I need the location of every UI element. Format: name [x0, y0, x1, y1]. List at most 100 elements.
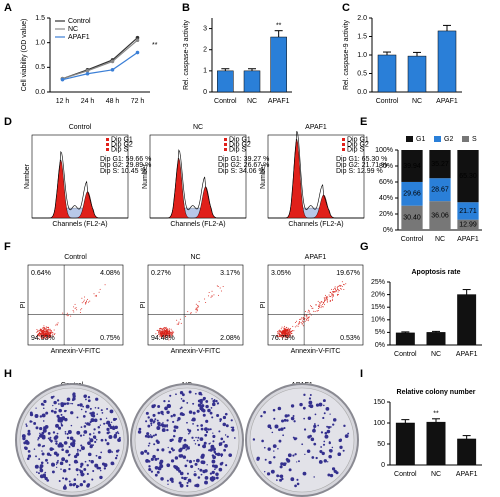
colony-dot: [337, 452, 342, 457]
colony-dot: [43, 399, 47, 404]
panel-title: Control: [64, 254, 87, 261]
cell-dot: [40, 331, 42, 333]
colony-dot: [76, 461, 79, 464]
colony-dot: [211, 416, 214, 419]
colony-dot: [220, 453, 224, 457]
colony-dot: [70, 424, 73, 427]
colony-dot: [55, 463, 58, 465]
legend-label: Dip S: [347, 146, 364, 153]
colony-dot: [198, 391, 202, 396]
colony-dot: [80, 462, 84, 466]
colony-dot: [88, 459, 91, 462]
colony-dot: [49, 447, 54, 451]
legend-label: G1: [416, 136, 425, 143]
cell-dot: [323, 297, 325, 299]
colony-dot: [111, 451, 114, 453]
colony-dot: [148, 465, 151, 468]
cell-dot: [283, 331, 285, 333]
colony-dot: [75, 484, 79, 487]
y-axis-label: PI: [260, 302, 267, 309]
colony-dot: [306, 449, 311, 453]
y-tick-label: 0: [381, 462, 385, 469]
cell-dot: [307, 320, 309, 322]
colony-dot: [106, 420, 111, 425]
colony-dot: [178, 481, 182, 485]
colony-dot: [109, 409, 114, 414]
colony-dot: [76, 448, 79, 451]
cell-dot: [47, 335, 49, 337]
colony-dot: [38, 458, 41, 460]
cell-dot: [38, 331, 40, 333]
colony-dot: [117, 432, 120, 435]
value-label: 39.94: [403, 163, 421, 170]
cell-dot: [328, 294, 330, 296]
colony-dot: [318, 460, 323, 464]
cell-dot: [195, 311, 197, 313]
cell-dot: [166, 330, 168, 332]
cell-dot: [41, 337, 43, 339]
cell-dot: [44, 334, 46, 336]
histogram-outline: [268, 130, 364, 219]
quadrant-label: 94.53%: [31, 335, 55, 342]
colony-dot: [75, 468, 79, 472]
cell-dot: [72, 310, 74, 312]
colony-dot: [159, 459, 164, 464]
cell-dot: [53, 334, 55, 336]
scatter-frame: [27, 264, 124, 346]
colony-dot: [204, 480, 208, 485]
cell-dot: [173, 331, 175, 333]
cell-dot: [290, 331, 292, 333]
colony-dot: [117, 438, 121, 442]
cell-dot: [163, 329, 165, 331]
colony-dot: [222, 423, 225, 426]
cell-dot: [208, 292, 210, 294]
cell-dot: [323, 301, 325, 303]
colony-dot: [225, 424, 229, 428]
colony-dot: [212, 434, 216, 439]
cell-dot: [279, 336, 281, 338]
colony-dot: [70, 402, 72, 405]
colony-dot: [290, 416, 295, 421]
quadrant-label: 3.17%: [220, 270, 240, 277]
colony-dot: [25, 439, 29, 443]
cell-dot: [168, 335, 170, 337]
cell-dot: [326, 300, 328, 302]
colony-dot: [152, 454, 156, 459]
cell-dot: [159, 330, 161, 332]
y-tick-label: 15%: [371, 304, 385, 311]
cell-dot: [326, 299, 328, 301]
colony-dot: [313, 424, 317, 429]
cell-dot: [43, 327, 45, 329]
cell-dot: [304, 314, 306, 316]
colony-dot: [106, 427, 110, 431]
cell-dot: [278, 330, 280, 332]
colony-dot: [186, 459, 189, 462]
legend-label: NC: [68, 26, 78, 33]
cell-dot: [168, 339, 170, 341]
colony-dot: [323, 412, 326, 415]
cell-dot: [313, 310, 315, 312]
colony-dot: [152, 434, 155, 437]
cell-dot: [56, 324, 58, 326]
x-tick-label: APAF1: [436, 98, 458, 105]
cell-dot: [47, 336, 49, 338]
cell-dot: [279, 335, 281, 337]
colony-dot: [312, 428, 316, 433]
colony-dot: [93, 432, 95, 434]
cell-dot: [322, 301, 324, 303]
colony-dot: [83, 434, 85, 436]
line: [62, 37, 138, 80]
y-tick-label: 60%: [379, 179, 393, 186]
colony-dot: [276, 474, 280, 478]
cell-dot: [282, 332, 284, 334]
colony-dot: [309, 394, 312, 397]
cell-dot: [284, 334, 286, 336]
colony-dot: [303, 393, 306, 397]
colony-dot: [103, 463, 108, 468]
cell-dot: [329, 291, 331, 293]
colony-dot: [39, 466, 43, 470]
colony-dot: [217, 402, 220, 405]
colony-dot: [322, 443, 326, 446]
colony-dot: [206, 464, 208, 466]
cell-dot: [170, 333, 172, 335]
